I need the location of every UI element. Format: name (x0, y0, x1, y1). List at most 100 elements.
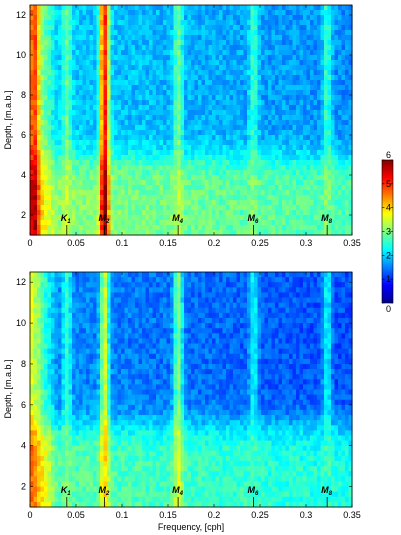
top-heatmap-cell (236, 50, 241, 56)
top-heatmap-cell (166, 65, 171, 71)
top-heatmap-cell (334, 220, 339, 226)
top-heatmap-cell (233, 160, 238, 166)
bottom-heatmap-cell (72, 404, 77, 411)
top-heatmap-cell (86, 135, 91, 141)
top-heatmap-cell (156, 150, 161, 156)
top-heatmap-cell (271, 150, 276, 156)
top-heatmap-cell (152, 175, 157, 181)
top-heatmap-cell (215, 15, 220, 21)
top-heatmap-cell (117, 225, 122, 231)
bottom-heatmap-cell (40, 323, 45, 329)
top-heatmap-cell (33, 140, 38, 146)
bottom-heatmap-cell (30, 282, 35, 288)
bottom-heatmap-cell (33, 394, 38, 401)
top-heatmap-cell (96, 80, 101, 86)
top-heatmap-cell (68, 220, 73, 226)
top-heatmap-cell (44, 155, 49, 161)
top-heatmap-cell (198, 75, 203, 81)
top-heatmap-cell (117, 170, 122, 176)
top-heatmap-cell (173, 205, 178, 211)
top-heatmap-cell (254, 45, 259, 51)
top-heatmap-cell (198, 200, 203, 206)
top-heatmap-cell (107, 120, 112, 126)
top-heatmap-cell (310, 45, 315, 51)
top-heatmap-cell (68, 125, 73, 131)
top-heatmap-cell (33, 5, 38, 11)
top-heatmap-cell (44, 130, 49, 136)
top-heatmap-cell (163, 100, 168, 106)
top-heatmap-cell (275, 55, 280, 61)
top-heatmap-cell (173, 35, 178, 41)
top-heatmap-cell (306, 215, 311, 221)
top-heatmap-cell (236, 130, 241, 136)
top-heatmap-cell (138, 135, 143, 141)
top-heatmap-cell (341, 15, 346, 21)
top-heatmap-cell (299, 110, 304, 116)
top-heatmap-cell (303, 180, 308, 186)
top-heatmap-cell (40, 180, 45, 186)
top-heatmap-cell (222, 190, 227, 196)
top-heatmap-cell (285, 45, 290, 51)
top-heatmap-cell (128, 85, 133, 91)
top-heatmap-cell (194, 20, 199, 26)
top-heatmap-cell (275, 200, 280, 206)
top-heatmap-cell (110, 130, 115, 136)
top-heatmap-cell (180, 170, 185, 176)
top-heatmap-cell (177, 205, 182, 211)
top-heatmap-cell (93, 210, 98, 216)
top-heatmap-cell (324, 20, 329, 26)
bottom-heatmap-cell (30, 389, 35, 396)
top-heatmap-cell (138, 85, 143, 91)
top-heatmap-cell (243, 185, 248, 191)
top-heatmap-cell (107, 90, 112, 96)
top-heatmap-cell (201, 70, 206, 76)
top-heatmap-cell (341, 215, 346, 221)
top-heatmap-cell (159, 45, 164, 51)
top-heatmap-cell (313, 85, 318, 91)
top-heatmap-cell (226, 230, 231, 236)
top-heatmap-cell (149, 175, 154, 181)
top-heatmap-cell (215, 25, 220, 31)
top-heatmap-cell (159, 5, 164, 11)
top-heatmap-cell (89, 95, 94, 101)
top-heatmap-cell (194, 155, 199, 161)
top-heatmap-cell (187, 85, 192, 91)
top-heatmap-cell (201, 160, 206, 166)
top-heatmap-cell (37, 30, 42, 36)
top-heatmap-cell (278, 60, 283, 66)
top-heatmap-cell (310, 160, 315, 166)
bottom-heatmap-cell (79, 363, 84, 370)
top-heatmap-cell (68, 230, 73, 236)
top-heatmap-cell (219, 215, 224, 221)
top-heatmap-cell (254, 170, 259, 176)
top-heatmap-cell (334, 105, 339, 111)
top-heatmap-cell (135, 125, 140, 131)
top-heatmap-cell (303, 210, 308, 216)
top-heatmap-cell (86, 60, 91, 66)
top-heatmap-cell (156, 160, 161, 166)
bottom-heatmap-cell (30, 369, 35, 375)
top-heatmap-cell (135, 10, 140, 16)
top-heatmap-cell (107, 20, 112, 26)
top-heatmap-cell (198, 15, 203, 21)
top-heatmap-cell (226, 55, 231, 61)
top-heatmap-cell (271, 145, 276, 151)
top-heatmap-cell (201, 15, 206, 21)
top-heatmap-cell (37, 35, 42, 41)
top-heatmap-cell (191, 175, 196, 181)
top-heatmap-cell (107, 205, 112, 211)
top-heatmap-cell (212, 120, 217, 126)
top-heatmap-cell (310, 145, 315, 151)
top-heatmap-cell (229, 155, 234, 161)
top-heatmap-cell (166, 165, 171, 171)
top-heatmap-cell (110, 5, 115, 11)
top-heatmap-cell (229, 200, 234, 206)
top-heatmap-cell (82, 115, 87, 121)
bottom-heatmap-cell (68, 358, 73, 365)
top-heatmap-cell (96, 145, 101, 151)
top-heatmap-cell (250, 105, 255, 111)
top-heatmap-cell (334, 75, 339, 81)
top-heatmap-cell (135, 40, 140, 46)
bottom-heatmap-cell (79, 317, 84, 324)
top-heatmap-cell (278, 15, 283, 21)
